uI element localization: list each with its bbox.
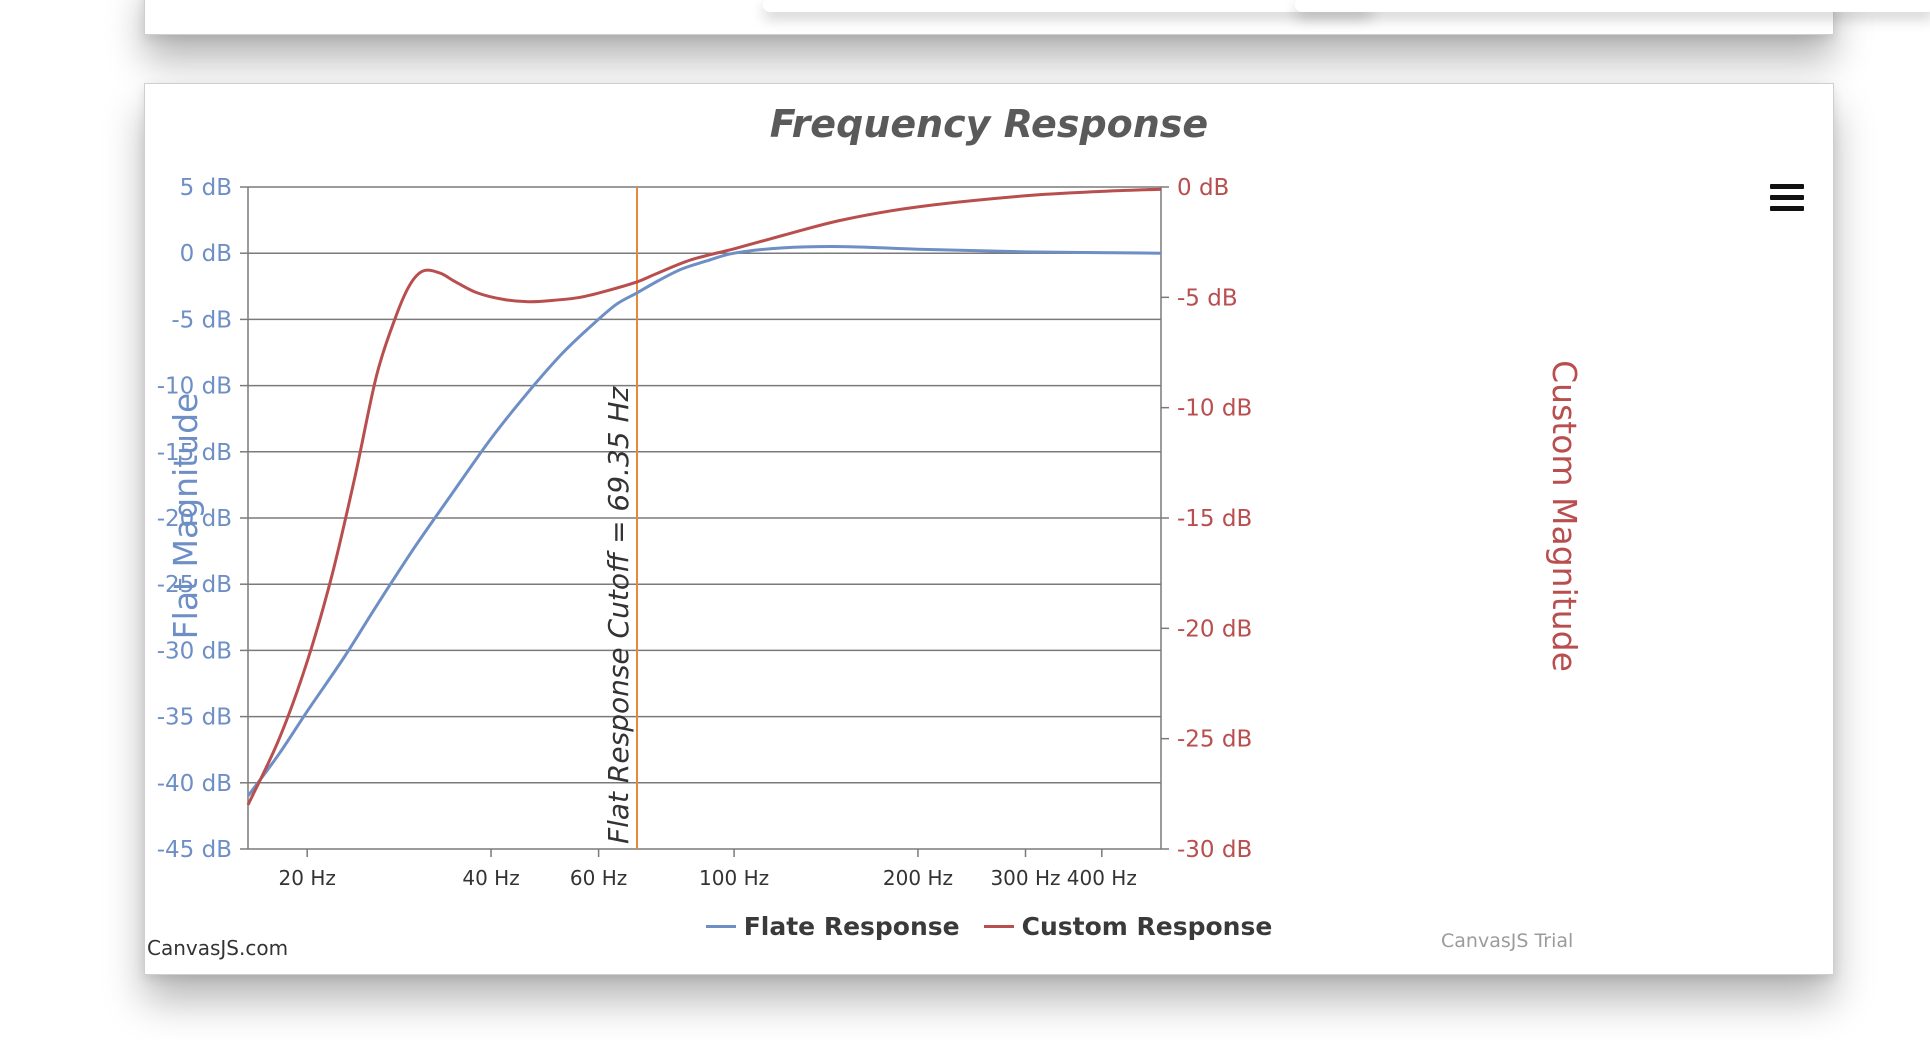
y-axis-right-tick-label: -10 dB — [1177, 396, 1252, 422]
legend-swatch-red — [983, 925, 1014, 928]
legend-label: Flate Response — [743, 912, 960, 941]
y-axis-left-tick-label: -25 dB — [157, 572, 232, 598]
chart-container: Frequency Response 5 dB 0 dB -5 dB -10 dB -1… — [144, 83, 1834, 975]
previous-panel — [144, 0, 1930, 35]
x-axis-tick-label: 400 Hz — [1067, 866, 1137, 890]
hamburger-menu-icon[interactable] — [1770, 184, 1804, 214]
legend-item-flate-response[interactable]: Flate Response — [705, 912, 960, 941]
y-axis-right-tick-label: -20 dB — [1177, 616, 1252, 642]
previous-panel-button-shadow — [763, 0, 1373, 12]
frequency-response-chart: Frequency Response 5 dB 0 dB -5 dB -10 dB -1… — [157, 102, 1584, 890]
x-axis-tick-label: 200 Hz — [883, 866, 953, 890]
chart-legend: Flate Response Custom Response — [145, 912, 1833, 941]
y-axis-left-tick-label: -30 dB — [157, 638, 232, 664]
y-axis-right-label: Custom Magnitude — [1545, 360, 1584, 672]
cutoff-strip-label: Flat Response Cutoff = 69.35 Hz — [602, 385, 635, 844]
x-axis-tick-label: 40 Hz — [462, 866, 519, 890]
x-axis-tick-label: 20 Hz — [279, 866, 336, 890]
legend-item-custom-response[interactable]: Custom Response — [983, 912, 1273, 941]
legend-label: Custom Response — [1021, 912, 1273, 941]
series-line-custom-response[interactable] — [246, 187, 1162, 806]
series-line-flate-response[interactable] — [246, 245, 1162, 797]
y-axis-left-tick-label: 0 dB — [180, 241, 232, 267]
x-axis-tick-label: 100 Hz — [699, 866, 769, 890]
x-axis-tick-label: 60 Hz — [570, 866, 627, 890]
y-axis-left-tick-label: -10 dB — [157, 374, 232, 400]
y-axis-left-tick-label: -40 dB — [157, 771, 232, 797]
y-axis-right-tick-label: 0 dB — [1177, 175, 1229, 201]
y-axis-left-label: Flat Magnitude — [166, 393, 205, 640]
y-axis-right-tick-label: -25 dB — [1177, 727, 1252, 753]
y-axis-right-tick-label: -5 dB — [1177, 285, 1238, 311]
y-axis-right-tick-label: -30 dB — [1177, 837, 1252, 863]
y-axis-left-tick-label: -45 dB — [157, 837, 232, 863]
legend-swatch-blue — [705, 925, 736, 928]
previous-panel-button-shadow — [1295, 0, 1930, 12]
chart-title: Frequency Response — [770, 102, 1208, 146]
y-axis-left-tick-label: 5 dB — [180, 175, 232, 201]
y-axis-left-tick-label: -35 dB — [157, 705, 232, 731]
trial-watermark: CanvasJS Trial — [1441, 930, 1574, 952]
y-axis-right-tick-label: -15 dB — [1177, 506, 1252, 532]
y-axis-left-tick-label: -20 dB — [157, 506, 232, 532]
y-axis-left-tick-label: -5 dB — [171, 307, 232, 333]
x-axis-tick-label: 300 Hz — [990, 866, 1060, 890]
canvasjs-credit-link[interactable]: CanvasJS.com — [147, 936, 289, 960]
y-axis-left-tick-label: -15 dB — [157, 440, 232, 466]
